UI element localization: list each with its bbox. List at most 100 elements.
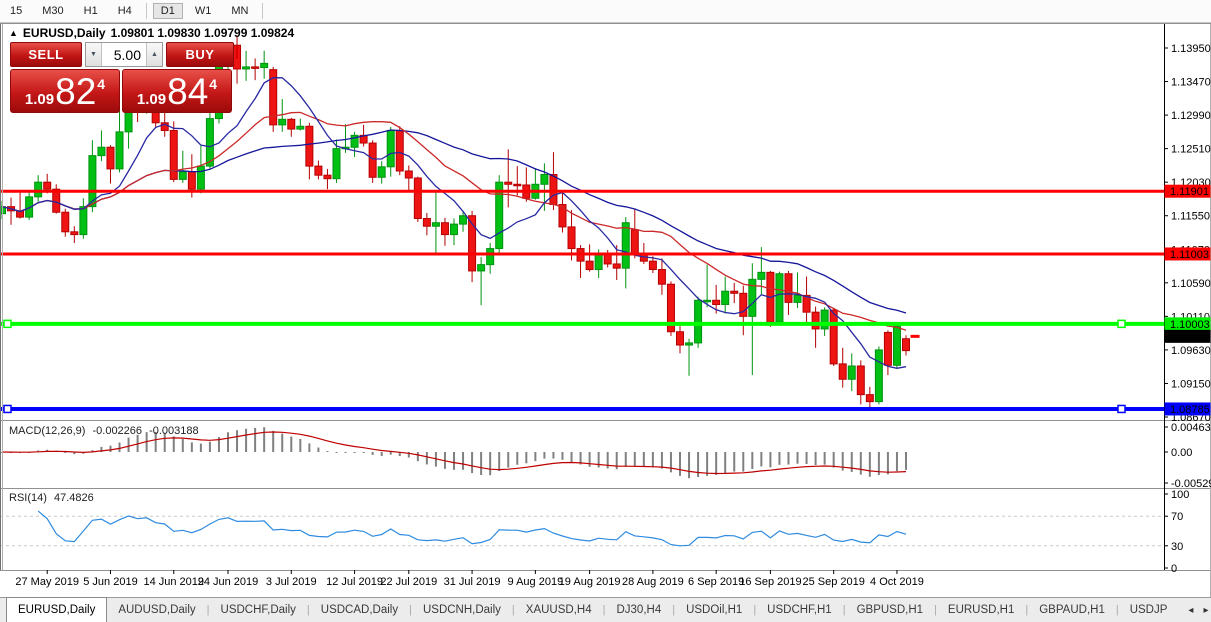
svg-text:1.11003: 1.11003 xyxy=(1170,249,1209,261)
chart-tab-eurusd-daily[interactable]: EURUSD,Daily xyxy=(6,597,108,622)
volume-spinner: ▼ 5.00 ▲ xyxy=(85,42,163,67)
volume-increase-button[interactable]: ▲ xyxy=(146,43,162,66)
tab-scroll-right-icon[interactable]: ▸ xyxy=(1203,604,1209,616)
svg-text:1.10590: 1.10590 xyxy=(1171,278,1211,290)
buy-quote-button[interactable]: 1.09 84 4 xyxy=(122,69,232,113)
volume-input[interactable]: 5.00 xyxy=(102,43,146,66)
svg-text:1.10003: 1.10003 xyxy=(1170,319,1210,331)
timeframe-button-15[interactable]: 15 xyxy=(10,5,23,17)
collapse-panel-icon[interactable]: ▲ xyxy=(9,28,18,38)
svg-text:1.11550: 1.11550 xyxy=(1171,211,1210,223)
svg-text:1.11901: 1.11901 xyxy=(1170,186,1209,198)
timeframe-button-h1[interactable]: H1 xyxy=(83,5,98,17)
svg-text:28 Aug 2019: 28 Aug 2019 xyxy=(622,576,684,588)
chart-tab-bar: EURUSD,Daily AUDUSD,Daily | USDCHF,Daily | US… xyxy=(0,597,1211,622)
chart-canvas[interactable]: 1.139501.134701.129901.125101.120301.115… xyxy=(0,23,1211,597)
svg-text:0.00: 0.00 xyxy=(1171,447,1192,459)
timeframe-button-mn[interactable]: MN xyxy=(231,5,249,17)
toolbar-separator xyxy=(262,3,264,19)
chart-ohlc-values: 1.09801 1.09830 1.09799 1.09824 xyxy=(110,26,295,40)
timeframe-button-m30[interactable]: M30 xyxy=(42,5,64,17)
sell-button[interactable]: SELL xyxy=(10,42,82,67)
candlestick-series xyxy=(0,36,910,409)
timeframe-button-d1[interactable]: D1 xyxy=(152,3,183,19)
chart-tab-usdchf-h1[interactable]: USDCHF,H1 xyxy=(767,604,832,616)
chart-symbol-period: EURUSD,Daily xyxy=(22,26,106,40)
tab-separator: | xyxy=(206,604,210,616)
price-badge-1.09824: 1.09824 xyxy=(1164,329,1211,343)
sell-price-pipette: 4 xyxy=(97,76,106,92)
svg-text:16 Sep 2019: 16 Sep 2019 xyxy=(739,576,801,588)
chart-tab-usdchf-daily[interactable]: USDCHF,Daily xyxy=(220,604,296,616)
svg-text:24 Jun 2019: 24 Jun 2019 xyxy=(198,576,259,588)
sell-quote-button[interactable]: 1.09 82 4 xyxy=(10,69,120,113)
sell-price-prefix: 1.09 xyxy=(24,91,55,108)
svg-text:1.13470: 1.13470 xyxy=(1171,77,1211,89)
tab-separator: | xyxy=(1115,604,1119,616)
price-badge-1.08785: 1.08785 xyxy=(1164,402,1211,416)
svg-text:1.12990: 1.12990 xyxy=(1171,110,1211,122)
svg-text:70: 70 xyxy=(1171,511,1183,523)
chart-tab-usdcad-daily[interactable]: USDCAD,Daily xyxy=(320,604,399,616)
chevron-up-icon: ▲ xyxy=(151,51,158,58)
line-drag-handle[interactable] xyxy=(1117,404,1126,414)
panel-edge-mark xyxy=(236,46,238,59)
tab-separator: | xyxy=(1025,604,1029,616)
tab-separator: | xyxy=(511,604,515,616)
buy-price-main: 84 xyxy=(167,71,209,112)
svg-text:0: 0 xyxy=(1171,563,1177,575)
svg-text:27 May 2019: 27 May 2019 xyxy=(15,576,79,588)
moving-average-line-20 xyxy=(1,111,907,331)
chart-tab-gbpaud-h1[interactable]: GBPAUD,H1 xyxy=(1039,604,1105,616)
price-badge-1.11901: 1.11901 xyxy=(1164,184,1211,198)
macd-signal-line xyxy=(1,431,907,475)
tab-scroll-left-icon[interactable]: ◂ xyxy=(1188,604,1194,616)
chart-tab-usdoil-h1[interactable]: USDOil,H1 xyxy=(686,604,743,616)
chevron-down-icon: ▼ xyxy=(90,51,97,58)
svg-text:0.00463: 0.00463 xyxy=(1171,422,1211,434)
timeframe-toolbar: 15 M30 H1 H4 D1 W1 MN xyxy=(0,0,1211,23)
svg-text:100: 100 xyxy=(1171,489,1189,501)
tab-separator: | xyxy=(672,604,676,616)
moving-average-line-8 xyxy=(1,77,907,369)
buy-button[interactable]: BUY xyxy=(166,42,234,67)
volume-decrease-button[interactable]: ▼ xyxy=(86,43,102,66)
svg-text:5 Jun 2019: 5 Jun 2019 xyxy=(83,576,137,588)
trade-panel-controls: SELL ▼ 5.00 ▲ BUY xyxy=(10,42,234,67)
tab-separator: | xyxy=(934,604,937,616)
svg-text:6 Sep 2019: 6 Sep 2019 xyxy=(688,576,744,588)
tab-scroll-buttons: ◂ ▸ xyxy=(1178,598,1211,622)
svg-text:12 Jul 2019: 12 Jul 2019 xyxy=(326,576,383,588)
sell-price-main: 82 xyxy=(55,71,97,112)
current-bar-marker xyxy=(910,334,920,338)
chart-title: ▲ EURUSD,Daily 1.09801 1.09830 1.09799 1… xyxy=(9,26,294,40)
timeframe-button-w1[interactable]: W1 xyxy=(194,5,212,17)
chart-tab-dj30-h4[interactable]: DJ30,H4 xyxy=(616,604,662,616)
line-drag-handle[interactable] xyxy=(3,404,12,414)
one-click-trading-panel: SELL ▼ 5.00 ▲ BUY 1.09 82 4 1.09 84 4 xyxy=(10,42,238,113)
chart-tab-eurusd-h1[interactable]: EURUSD,H1 xyxy=(947,604,1015,616)
chart-tab-usdjp[interactable]: USDJP xyxy=(1129,604,1168,616)
tab-separator: | xyxy=(753,604,757,616)
tab-separator: | xyxy=(842,604,846,616)
chart-tab-usdcnh-daily[interactable]: USDCNH,Daily xyxy=(422,604,501,616)
line-drag-handle[interactable] xyxy=(1117,319,1126,329)
svg-text:30: 30 xyxy=(1171,541,1183,553)
price-axis: 1.139501.134701.129901.125101.120301.115… xyxy=(1164,43,1211,575)
rsi-line xyxy=(37,510,907,547)
chart-tab-audusd-daily[interactable]: AUDUSD,Daily xyxy=(118,604,196,616)
svg-text:3 Jul 2019: 3 Jul 2019 xyxy=(266,576,317,588)
svg-text:1.09630: 1.09630 xyxy=(1171,345,1211,357)
svg-text:19 Aug 2019: 19 Aug 2019 xyxy=(559,576,621,588)
trade-panel-quotes: 1.09 82 4 1.09 84 4 xyxy=(10,69,234,113)
chart-tab-gbpusd-h1[interactable]: GBPUSD,H1 xyxy=(856,604,924,616)
buy-price-prefix: 1.09 xyxy=(136,91,167,108)
line-drag-handle[interactable] xyxy=(3,319,12,329)
chart-tab-xauusd-h4[interactable]: XAUUSD,H4 xyxy=(525,604,592,616)
svg-text:9 Aug 2019: 9 Aug 2019 xyxy=(508,576,564,588)
svg-text:14 Jun 2019: 14 Jun 2019 xyxy=(143,576,204,588)
toolbar-separator xyxy=(145,3,147,19)
timeframe-button-h4[interactable]: H4 xyxy=(117,5,132,17)
